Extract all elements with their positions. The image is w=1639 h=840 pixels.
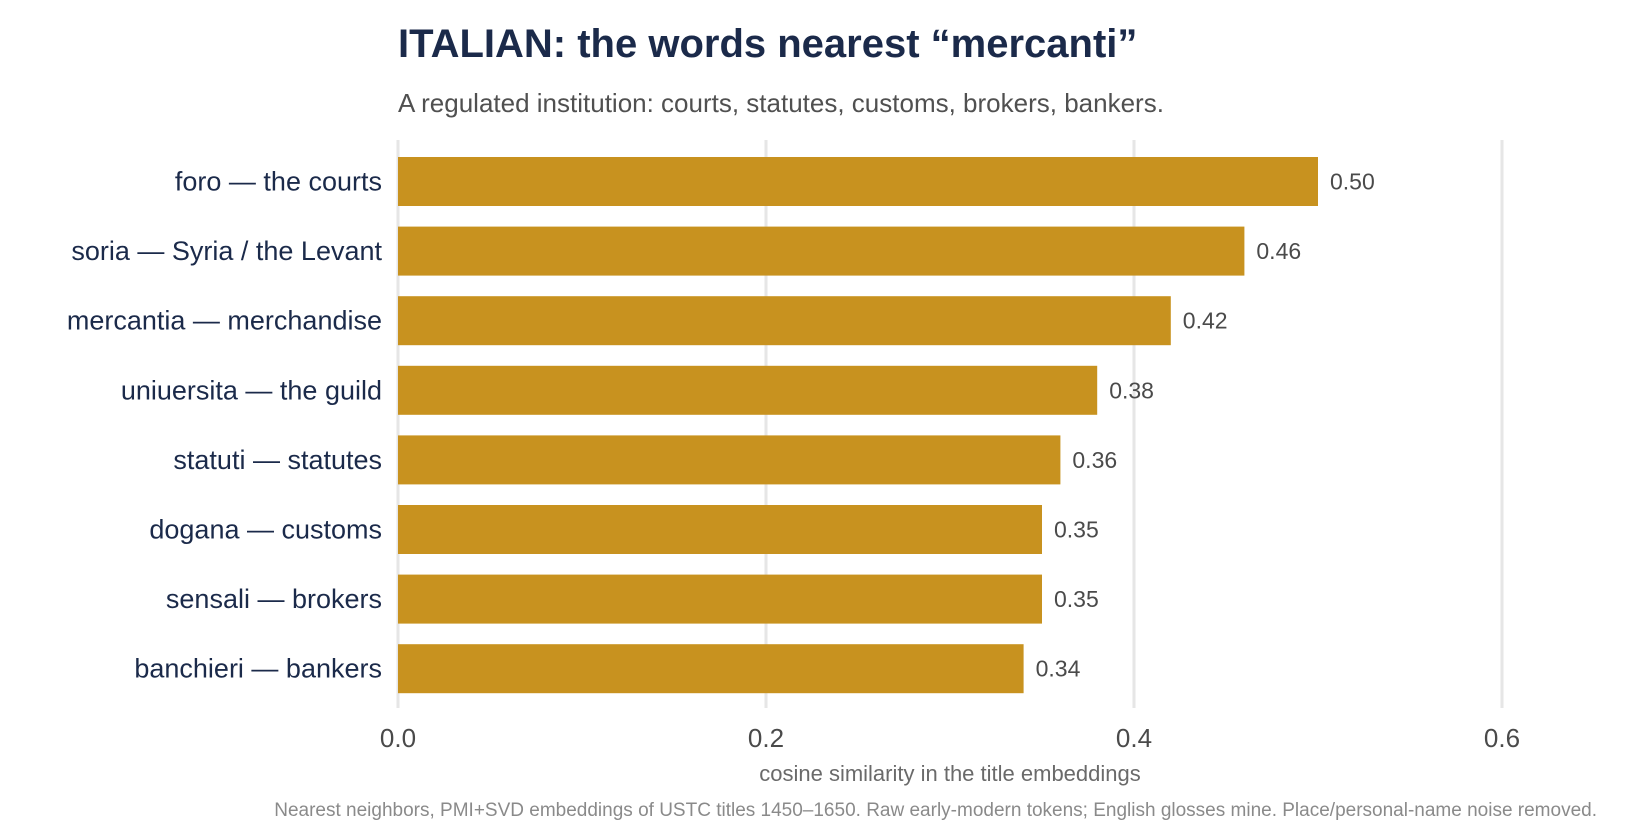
category-label: mercantia — merchandise [67,306,382,336]
x-tick-labels: 0.0 0.2 0.4 0.6 [380,723,1520,753]
x-tick-label: 0.2 [748,723,784,753]
bar [398,157,1318,206]
value-label: 0.38 [1109,377,1154,403]
bar [398,296,1171,346]
bar [398,505,1042,554]
value-label: 0.36 [1072,447,1117,473]
bar [398,574,1042,624]
value-labels: 0.50 0.46 0.42 0.38 0.36 0.35 0.35 0.34 [1036,169,1375,682]
category-label: uniuersita — the guild [121,375,382,405]
x-tick-label: 0.0 [380,723,416,753]
bar [398,435,1061,485]
bar [398,365,1098,415]
value-label: 0.42 [1183,308,1228,334]
category-label: foro — the courts [175,167,382,197]
bar-chart: foro — the courts soria — Syria / the Lev… [67,140,1520,786]
value-label: 0.35 [1054,517,1099,543]
x-tick-label: 0.6 [1484,723,1520,753]
category-label: sensali — brokers [166,584,382,614]
category-label: dogana — customs [149,515,382,545]
value-label: 0.46 [1256,238,1301,264]
chart-caption: Nearest neighbors, PMI+SVD embeddings of… [274,800,1597,821]
chart-subtitle: A regulated institution: courts, statute… [398,88,1164,118]
bars [398,157,1318,694]
category-labels: foro — the courts soria — Syria / the Lev… [67,167,383,684]
category-label: banchieri — bankers [134,654,382,684]
value-label: 0.34 [1036,656,1081,682]
value-label: 0.35 [1054,586,1099,612]
value-label: 0.50 [1330,169,1375,195]
x-axis-title: cosine similarity in the title embedding… [759,761,1141,786]
category-label: soria — Syria / the Levant [71,236,382,266]
chart-title: ITALIAN: the words nearest “mercanti” [398,22,1138,66]
x-tick-label: 0.4 [1116,723,1152,753]
bar [398,226,1245,276]
category-label: statuti — statutes [173,445,382,475]
bar [398,644,1024,694]
